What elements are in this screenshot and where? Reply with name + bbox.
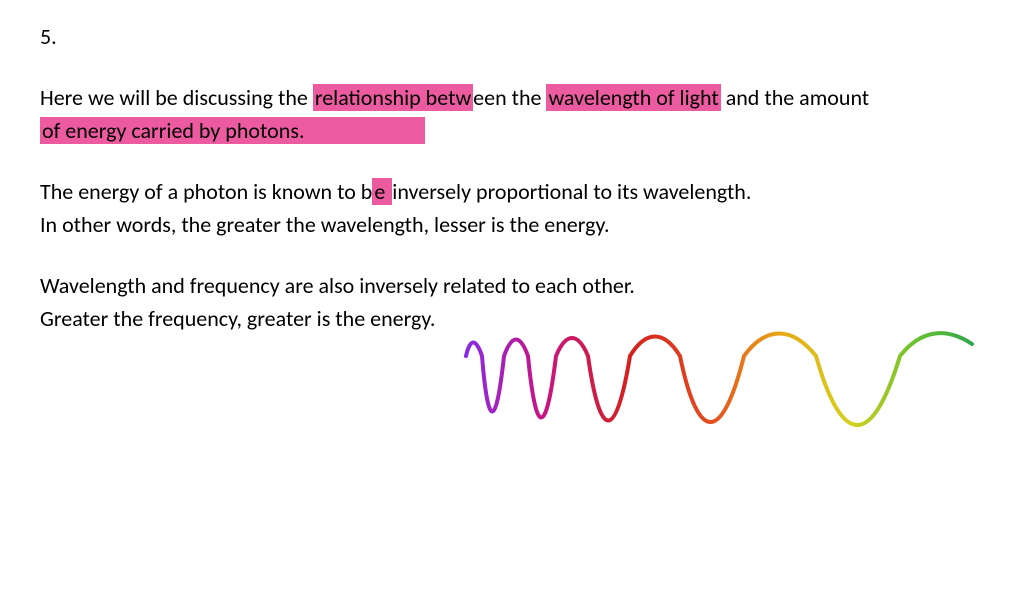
text-run: Greater the frequency, greater is the en… [40,305,435,332]
wave-diagram [460,320,980,460]
text-run: inversely proportional to its wavelength… [392,178,751,205]
highlight-relationship: relationship betw [313,84,473,111]
text-run: In other words, the greater the waveleng… [40,211,610,238]
text-run: een the [473,84,546,111]
highlight-energy-photons: of energy carried by photons. [40,117,425,144]
text-run: and the amount [721,84,869,111]
question-number: 5. [40,20,984,53]
intro-paragraph: Here we will be discussing the relations… [40,81,984,147]
text-run: Here we will be discussing the [40,84,313,111]
paragraph-inverse-energy: The energy of a photon is known to be in… [40,175,984,241]
highlight-wavelength: wavelength of light [546,84,720,111]
highlight-e: e [372,178,392,205]
text-run: The energy of a photon is known to b [40,178,372,205]
wave-svg [460,320,980,460]
text-run: Wavelength and frequency are also invers… [40,272,635,299]
